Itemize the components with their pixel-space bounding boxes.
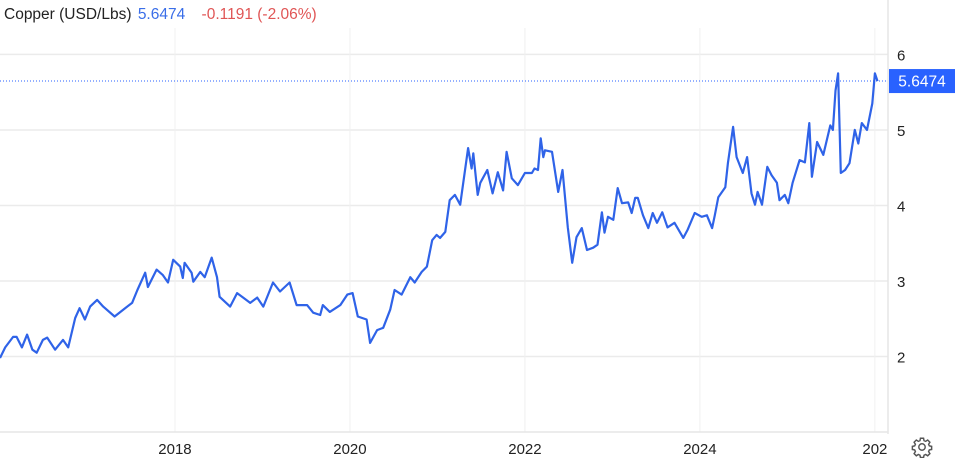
current-price: 5.6474: [137, 6, 186, 23]
chart-title: Copper (USD/Lbs) 5.6474 -0.1191 (-2.06%): [4, 6, 317, 24]
last-price-badge: 5.6474: [889, 69, 955, 94]
last-price-box: [889, 69, 955, 94]
y-tick-label: 5: [897, 123, 905, 140]
x-tick-label: 202: [862, 441, 887, 458]
axis-mask: [889, 436, 955, 459]
x-tick-label: 2022: [508, 441, 541, 458]
price-change: -0.1191 (-2.06%): [201, 6, 317, 23]
last-price-label: 5.6474: [898, 74, 946, 91]
y-tick-label: 3: [897, 274, 905, 291]
y-axis: 2 3 4 5 6: [897, 47, 905, 366]
grid: [0, 0, 889, 434]
y-tick-label: 4: [897, 198, 905, 215]
x-tick-label: 2020: [333, 441, 366, 458]
y-tick-label: 6: [897, 47, 905, 64]
x-tick-label: 2018: [158, 441, 191, 458]
y-tick-label: 2: [897, 349, 905, 366]
x-axis: 2018 2020 2022 2024 202: [158, 436, 955, 459]
gear-icon[interactable]: [911, 436, 933, 458]
x-tick-label: 2024: [683, 441, 716, 458]
series-line: [0, 72, 879, 359]
instrument-name: Copper (USD/Lbs): [4, 6, 132, 23]
